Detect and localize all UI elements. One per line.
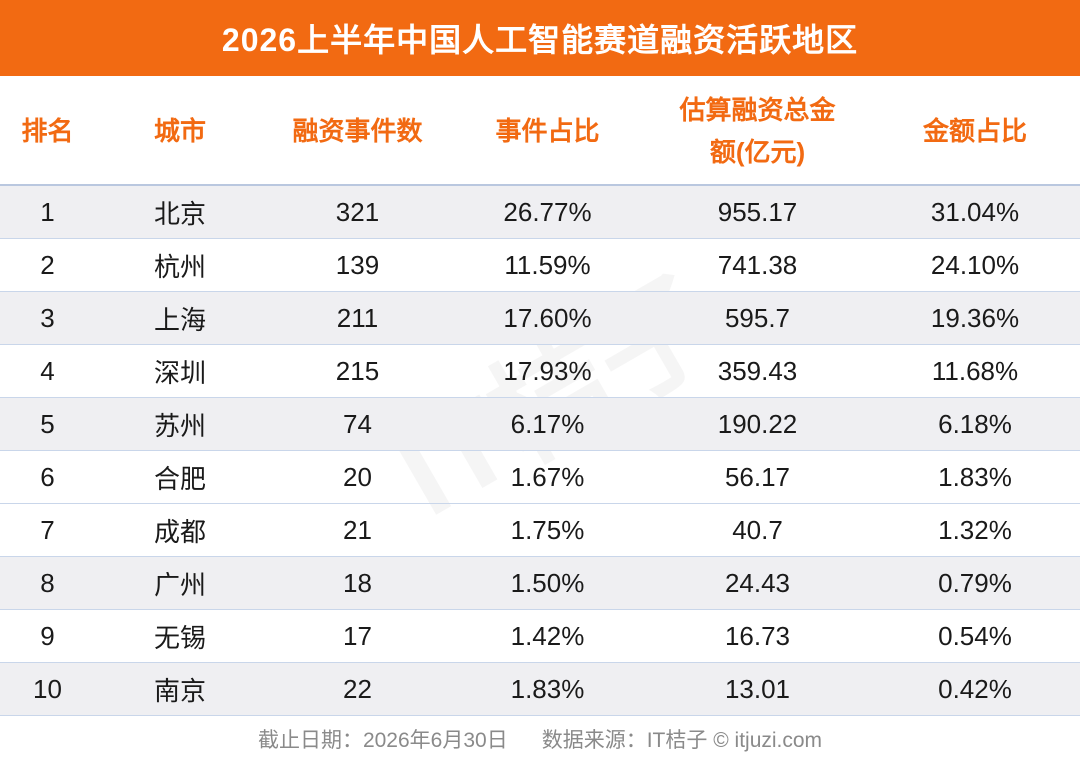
table-cell: 17.60% [503, 302, 592, 333]
table-cell: 595.7 [724, 302, 791, 333]
table-cell: 2 [40, 249, 55, 280]
table-cell: 1.83% [510, 673, 585, 704]
table-cell: 深圳 [153, 357, 206, 388]
table-cell: 211 [336, 302, 379, 333]
table-cell: 19.36% [930, 302, 1020, 333]
table-row: 2 杭州 139 11.59% 741.38 24.10% [0, 239, 1080, 292]
table-cell: 321 [335, 196, 380, 227]
table-row: 10 南京 22 1.83% 13.01 0.42% [0, 663, 1080, 716]
table-cell: 无锡 [153, 622, 206, 653]
table-cell: 74 [343, 408, 372, 439]
footer-source: 数据来源：IT桔子 © itjuzi.com [541, 728, 823, 752]
table-cell: 1.75% [510, 514, 585, 545]
header-cell: 事件占比 [495, 116, 600, 146]
table-cell: 11.68% [931, 355, 1019, 386]
footer-date: 截止日期：2026年6月30日 [257, 728, 508, 752]
table-cell: 741.38 [717, 249, 798, 280]
table-cell: 139 [335, 249, 380, 280]
table-cell: 北京 [153, 198, 206, 229]
table-cell: 苏州 [153, 410, 206, 441]
table-cell: 40.7 [732, 514, 783, 545]
footer: 截止日期：2026年6月30日 数据来源：IT桔子 © itjuzi.com [0, 716, 1080, 761]
table-cell: 16.73 [724, 620, 791, 651]
table-row: 3 上海 211 17.60% 595.7 19.36% [0, 292, 1080, 345]
table-cell: 21 [343, 514, 372, 545]
table-cell: 955.17 [717, 196, 798, 227]
table-cell: 6.18% [938, 408, 1012, 439]
header-cell: 排名 [21, 116, 74, 146]
table-row: 8 广州 18 1.50% 24.43 0.79% [0, 557, 1080, 610]
table-cell: 8 [40, 567, 55, 598]
header-cell: 融资事件数 [292, 116, 423, 146]
table-cell: 215 [335, 355, 380, 386]
table-cell: 6.17% [510, 408, 585, 439]
table-cell: 24.10% [930, 249, 1020, 280]
table-cell: 24.43 [724, 567, 791, 598]
header-cell: 金额占比 [922, 116, 1027, 146]
table-cell: 上海 [153, 304, 206, 335]
table-cell: 20 [343, 461, 372, 492]
table-cell: 1 [40, 196, 55, 227]
table-cell: 合肥 [153, 463, 206, 494]
table-cell: 南京 [153, 675, 206, 706]
table-row: 1 北京 321 26.77% 955.17 31.04% [0, 186, 1080, 239]
table-cell: 0.42% [938, 673, 1012, 704]
table: 排名 城市 融资事件数 事件占比 估算融资总金额(亿元) 金额占比 1 北京 321 26.77%… [0, 78, 1080, 716]
table-row: 4 深圳 215 17.93% 359.43 11.68% [0, 345, 1080, 398]
table-cell: 18 [343, 567, 372, 598]
header-cell: 估算融资总金额(亿元) [679, 95, 836, 167]
table-cell: 11.59% [504, 249, 591, 280]
table-cell: 1.67% [510, 461, 585, 492]
table-cell: 13.01 [724, 673, 791, 704]
header-row: 排名 城市 融资事件数 事件占比 估算融资总金额(亿元) 金额占比 [0, 78, 1080, 186]
table-row: 9 无锡 17 1.42% 16.73 0.54% [0, 610, 1080, 663]
table-cell: 190.22 [717, 408, 798, 439]
table-cell: 4 [40, 355, 55, 386]
table-cell: 22 [343, 673, 372, 704]
table-row: 5 苏州 74 6.17% 190.22 6.18% [0, 398, 1080, 451]
table-row: 6 合肥 20 1.67% 56.17 1.83% [0, 451, 1080, 504]
table-cell: 成都 [153, 516, 206, 547]
table-cell: 31.04% [930, 196, 1020, 227]
table-cell: 7 [40, 514, 55, 545]
table-cell: 1.42% [510, 620, 585, 651]
title-bar: 2026上半年中国人工智能赛道融资活跃地区 [0, 0, 1080, 76]
table-cell: 6 [40, 461, 55, 492]
table-cell: 3 [40, 302, 55, 333]
table-cell: 0.79% [938, 567, 1012, 598]
table-cell: 359.43 [717, 355, 798, 386]
table-cell: 10 [33, 673, 62, 704]
table-cell: 56.17 [724, 461, 791, 492]
table-cell: 1.32% [938, 514, 1012, 545]
table-cell: 1.50% [510, 567, 585, 598]
table-cell: 0.54% [938, 620, 1012, 651]
table-cell: 17 [343, 620, 372, 651]
table-cell: 9 [40, 620, 55, 651]
table-cell: 17.93% [503, 355, 592, 386]
table-cell: 杭州 [153, 251, 206, 282]
table-cell: 26.77% [503, 196, 592, 227]
header-cell: 城市 [153, 116, 206, 146]
table-row: 7 成都 21 1.75% 40.7 1.32% [0, 504, 1080, 557]
table-cell: 广州 [153, 569, 206, 600]
table-cell: 1.83% [938, 461, 1012, 492]
table-cell: 5 [40, 408, 55, 439]
